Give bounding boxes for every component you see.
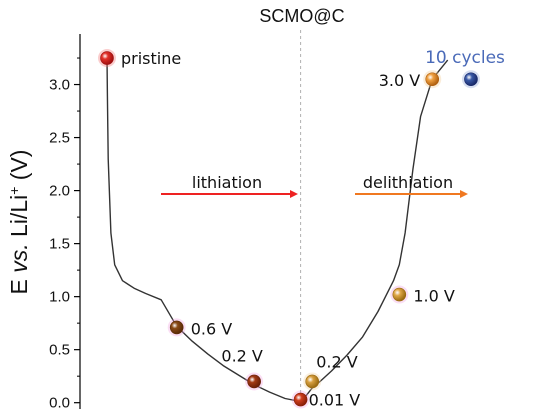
state-marker [100,51,114,65]
marker-label: 3.0 V [379,71,421,90]
state-marker [169,320,184,335]
plot-area [98,30,480,409]
delithiation-label: delithiation [363,173,453,192]
y-tick-label: 2.5 [49,130,70,147]
y-axis-label-italic: vs. [6,243,32,272]
state-marker [464,72,478,87]
marker-label: 0.2 V [221,346,263,365]
state-marker [305,374,320,389]
chart-text: SCMO@C E vs. Li/Li+ (V) 10 cycles lithia… [6,6,505,410]
voltage-curve [106,57,449,403]
state-marker [247,374,261,389]
y-tick-label: 3.0 [49,77,70,94]
state-marker [425,72,440,87]
y-tick-label: 2.0 [49,183,70,200]
y-axis: 0.0 0.5 1.0 1.5 2.0 2.5 3.0 [49,34,81,412]
y-axis-label-post: Li/Li [6,195,32,244]
marker-label: 0.2 V [316,352,358,371]
lithiation-label: lithiation [192,173,262,192]
marker-label: 0.01 V [309,391,361,410]
marker-label: 0.6 V [191,319,233,338]
y-axis-label-sup: + [6,187,22,195]
state-marker [293,392,308,407]
marker-label: pristine [121,49,181,68]
y-axis-label: E vs. Li/Li+ (V) [6,150,32,295]
y-tick-label: 0.0 [49,395,70,412]
marker-label: 1.0 V [413,287,455,306]
cycles-label: 10 cycles [425,48,505,68]
y-axis-label-pre: E [6,273,32,295]
y-tick-label: 1.0 [49,289,70,306]
y-axis-label-unit: (V) [6,150,32,187]
state-marker [392,287,407,302]
y-tick-label: 1.5 [49,236,70,253]
chart-title: SCMO@C [259,6,344,26]
y-tick-label: 0.5 [49,342,70,359]
